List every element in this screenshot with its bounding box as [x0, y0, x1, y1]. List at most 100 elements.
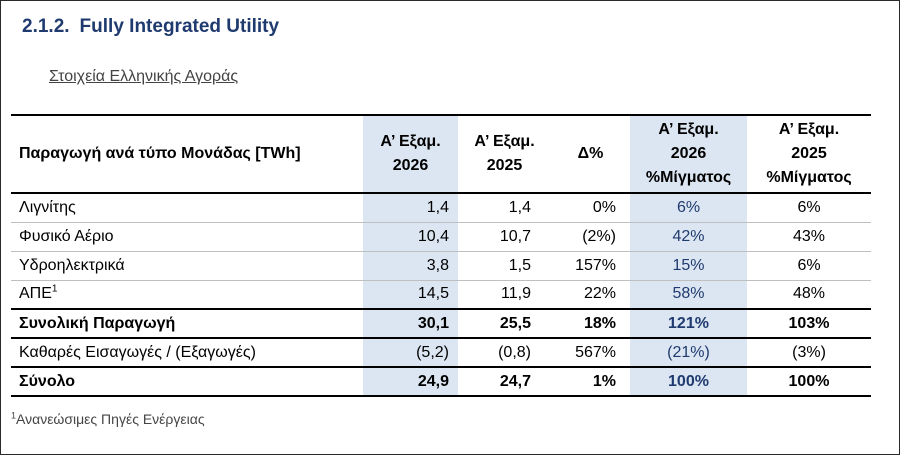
footnote-text: Ανανεώσιμες Πηγές Ενέργειας — [16, 411, 205, 427]
cell-h1-2026: 30,1 — [363, 308, 458, 339]
generation-table: Παραγωγή ανά τύπο Μονάδας [TWh] Α’ Εξαμ.… — [11, 114, 871, 397]
cell-mix-2026: 42% — [630, 222, 747, 252]
cell-delta-text: 22% — [583, 285, 616, 303]
cell-mix-2025-text: (3%) — [792, 343, 826, 361]
cell-h1-2025: 1,4 — [458, 193, 551, 223]
row-label-text: Υδροηλεκτρικά — [19, 256, 125, 274]
row-label: Λιγνίτης — [11, 193, 363, 223]
cell-h1-2026: (5,2) — [363, 338, 458, 368]
cell-h1-2025-text: (0,8) — [498, 343, 531, 361]
cell-mix-2025: 6% — [747, 193, 871, 223]
cell-mix-2026: 6% — [630, 193, 747, 223]
table-row: ΑΠΕ1 14,5 11,9 22% 58% 48% — [11, 280, 871, 310]
cell-mix-2025-text: 6% — [797, 198, 821, 216]
cell-delta: 0% — [551, 193, 630, 223]
cell-mix-2025-text: 48% — [792, 285, 826, 303]
row-label: ΑΠΕ1 — [11, 280, 363, 310]
section-number: 2.1.2. — [22, 16, 70, 37]
row-label-text: Σύνολο — [19, 372, 76, 390]
section-heading: 2.1.2. Fully Integrated Utility — [22, 16, 279, 38]
cell-mix-2025: 100% — [747, 366, 871, 397]
section-title: Fully Integrated Utility — [79, 16, 280, 37]
cell-h1-2025: 25,5 — [458, 308, 551, 339]
row-label-footnote-marker: 1 — [51, 283, 58, 295]
header-delta: Δ% — [551, 114, 630, 194]
table-row: Υδροηλεκτρικά 3,8 1,5 157% 15% 6% — [11, 251, 871, 281]
cell-h1-2025: (0,8) — [458, 338, 551, 368]
cell-mix-2025-text: 100% — [788, 372, 830, 390]
cell-delta-text: 18% — [583, 314, 616, 332]
table-row: Λιγνίτης 1,4 1,4 0% 6% 6% — [11, 193, 871, 223]
row-label: Υδροηλεκτρικά — [11, 251, 363, 281]
row-label: Συνολική Παραγωγή — [11, 308, 363, 339]
header-h1-2025: Α’ Εξαμ. 2025 — [458, 114, 551, 194]
cell-mix-2026: 121% — [630, 308, 747, 339]
cell-h1-2026-text: 24,9 — [417, 372, 449, 390]
cell-delta: 22% — [551, 280, 630, 310]
cell-h1-2026-text: 3,8 — [426, 256, 449, 274]
cell-h1-2026: 1,4 — [363, 193, 458, 223]
header-mix-2025: Α’ Εξαμ. 2025 %Μίγματος — [747, 114, 871, 194]
cell-h1-2026: 14,5 — [363, 280, 458, 310]
cell-h1-2026: 24,9 — [363, 366, 458, 397]
cell-mix-2026: 15% — [630, 251, 747, 281]
cell-h1-2025-text: 10,7 — [499, 227, 531, 245]
cell-delta: (2%) — [551, 222, 630, 252]
cell-delta: 157% — [551, 251, 630, 281]
row-label-text: Φυσικό Αέριο — [19, 227, 114, 245]
row-label: Φυσικό Αέριο — [11, 222, 363, 252]
cell-mix-2026: 58% — [630, 280, 747, 310]
cell-h1-2026: 3,8 — [363, 251, 458, 281]
cell-h1-2026-text: 10,4 — [417, 227, 449, 245]
cell-delta-text: 0% — [592, 198, 616, 216]
cell-h1-2025-text: 24,7 — [499, 372, 531, 390]
cell-mix-2026-text: 6% — [676, 198, 701, 216]
cell-h1-2026-text: 14,5 — [417, 285, 449, 303]
cell-mix-2025-text: 43% — [792, 227, 826, 245]
header-h1-2026: Α’ Εξαμ. 2026 — [363, 114, 458, 194]
footnote: 1Ανανεώσιμες Πηγές Ενέργειας — [11, 411, 205, 427]
cell-mix-2025: 43% — [747, 222, 871, 252]
header-h1-2025-line1: Α’ Εξαμ. — [474, 133, 535, 150]
cell-delta-text: 157% — [575, 256, 616, 274]
header-label: Παραγωγή ανά τύπο Μονάδας [TWh] — [11, 114, 363, 194]
cell-mix-2026-text: 58% — [672, 285, 705, 303]
row-label-text: Λιγνίτης — [19, 198, 76, 216]
row-label: Σύνολο — [11, 366, 363, 397]
header-mix-2026-line1: Α’ Εξαμ. — [658, 121, 719, 138]
header-mix-2025-line2: 2025 — [791, 145, 827, 162]
cell-h1-2025: 11,9 — [458, 280, 551, 310]
cell-mix-2026-text: (21%) — [667, 343, 710, 361]
cell-h1-2026-text: (5,2) — [416, 343, 449, 361]
table-header-row: Παραγωγή ανά τύπο Μονάδας [TWh] Α’ Εξαμ.… — [11, 114, 871, 194]
table-row: Καθαρές Εισαγωγές / (Εξαγωγές) (5,2) (0,8)… — [11, 338, 871, 368]
row-label-text: Καθαρές Εισαγωγές / (Εξαγωγές) — [19, 343, 256, 361]
cell-mix-2025-text: 6% — [797, 256, 821, 274]
header-mix-2026-line3: %Μίγματος — [645, 169, 732, 186]
cell-mix-2026: 100% — [630, 366, 747, 397]
cell-mix-2025-text: 103% — [788, 314, 830, 332]
header-mix-2026-line2: 2026 — [670, 145, 707, 162]
table-row: Συνολική Παραγωγή 30,1 25,5 18% 121% 103% — [11, 308, 871, 339]
cell-delta-text: 567% — [575, 343, 616, 361]
header-h1-2026-line1: Α’ Εξαμ. — [380, 133, 441, 150]
cell-mix-2025: (3%) — [747, 338, 871, 368]
cell-h1-2026-text: 30,1 — [417, 314, 449, 332]
cell-mix-2025: 6% — [747, 251, 871, 281]
cell-mix-2025: 103% — [747, 308, 871, 339]
row-label-text: ΑΠΕ — [19, 285, 52, 303]
cell-h1-2025-text: 1,5 — [508, 256, 531, 274]
table-row: Σύνολο 24,9 24,7 1% 100% 100% — [11, 366, 871, 397]
cell-mix-2025: 48% — [747, 280, 871, 310]
cell-h1-2026-text: 1,4 — [426, 198, 449, 216]
cell-mix-2026-text: 121% — [668, 314, 709, 332]
header-mix-2025-line3: %Μίγματος — [766, 169, 852, 186]
cell-h1-2025: 1,5 — [458, 251, 551, 281]
cell-delta: 18% — [551, 308, 630, 339]
cell-h1-2025-text: 1,4 — [508, 198, 531, 216]
footnote-marker: 1 — [11, 410, 17, 421]
cell-delta: 567% — [551, 338, 630, 368]
cell-h1-2025-text: 11,9 — [501, 285, 531, 303]
row-label: Καθαρές Εισαγωγές / (Εξαγωγές) — [11, 338, 363, 368]
cell-delta: 1% — [551, 366, 630, 397]
